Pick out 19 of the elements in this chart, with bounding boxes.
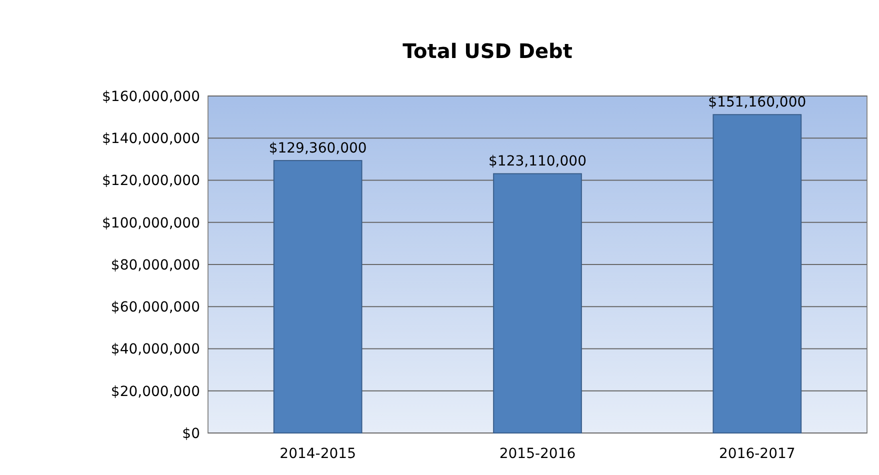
x-tick-label: 2015-2016 [499,446,576,462]
x-tick-label: 2016-2017 [719,446,796,462]
y-tick-label: $100,000,000 [102,215,200,232]
y-tick-label: $40,000,000 [110,342,200,358]
data-label: $123,110,000 [488,154,586,170]
y-tick-label: $140,000,000 [102,131,200,148]
chart-title: Total USD Debt [402,39,573,63]
y-tick-label: $160,000,000 [102,88,200,105]
y-tick-label: $0 [182,426,200,442]
y-tick-label: $80,000,000 [110,257,200,274]
data-label: $129,360,000 [268,140,367,157]
y-tick-label: $20,000,000 [110,384,200,400]
data-label: $151,160,000 [708,94,806,111]
x-tick-label: 2014-2015 [280,446,356,462]
y-tick-label: $60,000,000 [110,300,200,316]
y-tick-label: $120,000,000 [102,173,200,190]
bar [493,173,582,434]
bar [712,114,802,434]
bar [273,160,362,434]
